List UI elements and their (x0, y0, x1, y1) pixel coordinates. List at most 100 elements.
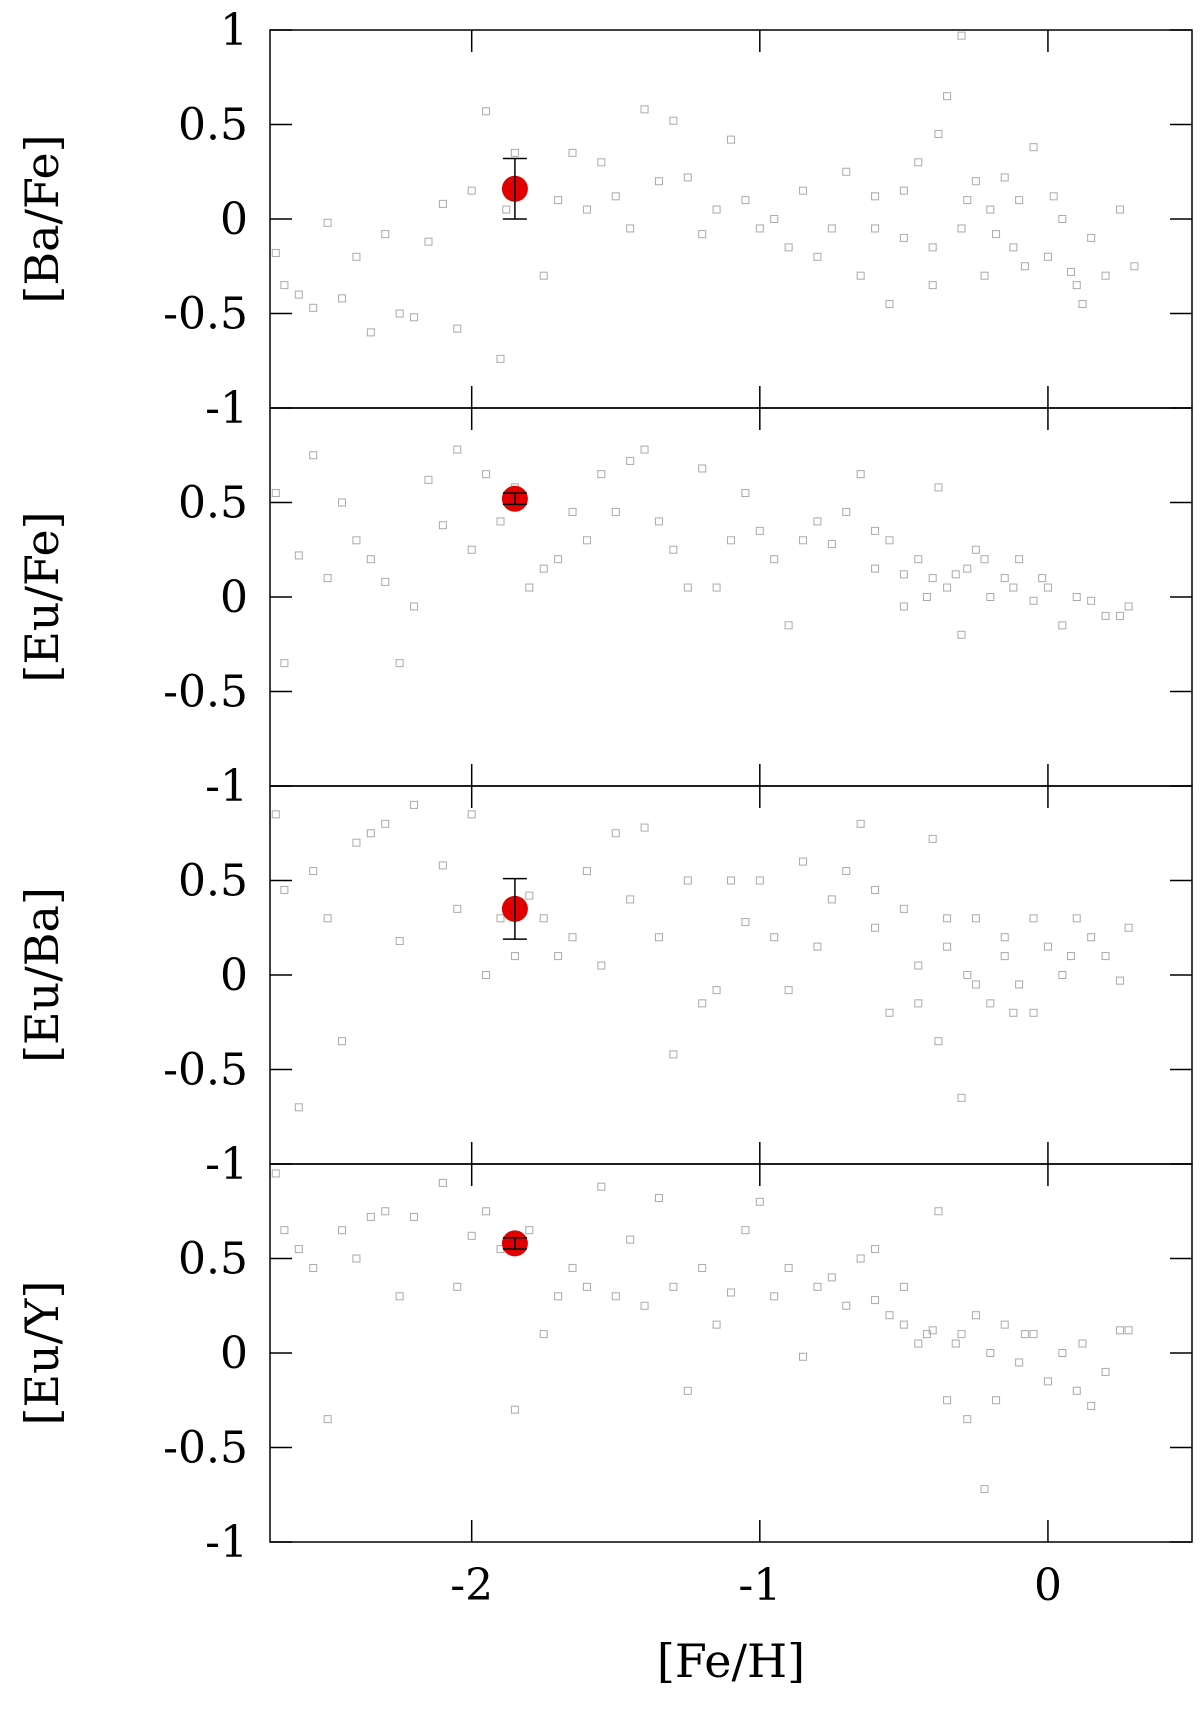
data-point (1066, 267, 1075, 276)
data-point (582, 1282, 591, 1291)
data-point (1058, 621, 1067, 630)
y-tick-label: 0.5 (178, 100, 248, 151)
data-point (784, 621, 793, 630)
y-tick-label: 0.5 (178, 856, 248, 907)
y-tick-label: -0.5 (163, 289, 248, 340)
y-tick-label: -0.5 (163, 1045, 248, 1096)
data-point (669, 1050, 678, 1059)
data-point (986, 205, 995, 214)
y-tick-label: 1 (220, 5, 248, 56)
data-point (971, 914, 980, 923)
data-point (914, 158, 923, 167)
y-axis-label: [Eu/Y] (15, 1281, 69, 1426)
data-point (467, 186, 476, 195)
data-point (856, 271, 865, 280)
data-point (928, 281, 937, 290)
data-point (963, 1415, 972, 1424)
y-tick-label: -1 (205, 383, 248, 434)
data-point (770, 933, 779, 942)
data-point (943, 1396, 952, 1405)
data-point (1087, 1401, 1096, 1410)
data-point (539, 914, 548, 923)
data-point (280, 281, 289, 290)
data-point (799, 1352, 808, 1361)
data-point (424, 237, 433, 246)
data-point (770, 1292, 779, 1301)
data-point (568, 148, 577, 157)
data-point (1043, 1377, 1052, 1386)
data-point (539, 564, 548, 573)
data-point (934, 1207, 943, 1216)
data-point (971, 980, 980, 989)
data-point (928, 834, 937, 843)
data-point (510, 1405, 519, 1414)
data-point (1043, 583, 1052, 592)
y-tick-label: 0.5 (178, 1234, 248, 1285)
data-point (467, 810, 476, 819)
data-point (842, 1301, 851, 1310)
data-point (410, 800, 419, 809)
data-point (963, 196, 972, 205)
y-tick-label: 0 (220, 1328, 248, 1379)
data-point (1000, 173, 1009, 182)
data-point (611, 507, 620, 516)
data-point (922, 593, 931, 601)
data-point (871, 1296, 880, 1305)
data-point (1038, 574, 1047, 583)
data-point (1043, 942, 1052, 951)
data-point (280, 659, 289, 668)
data-point (784, 986, 793, 995)
data-point (381, 577, 390, 586)
data-point (683, 876, 692, 885)
panel-frame (269, 1163, 1193, 1543)
data-point (951, 1339, 960, 1348)
data-point (922, 1330, 931, 1339)
data-point (683, 173, 692, 182)
data-point (438, 199, 447, 208)
data-point (381, 1207, 390, 1216)
data-point (1124, 923, 1133, 932)
data-point (539, 1330, 548, 1339)
data-point (1124, 602, 1133, 611)
data-point (395, 659, 404, 668)
data-point (1020, 1330, 1029, 1339)
data-point (698, 230, 707, 239)
data-point (496, 914, 505, 923)
data-point (1000, 933, 1009, 942)
y-tick-label: 0 (220, 950, 248, 1001)
data-point (482, 470, 491, 479)
data-point (813, 942, 822, 951)
data-point (957, 224, 966, 233)
data-point (669, 116, 678, 125)
data-point (525, 1226, 534, 1235)
data-point (899, 570, 908, 579)
data-point (502, 205, 511, 214)
data-point (799, 536, 808, 545)
data-point (741, 489, 750, 498)
data-point (683, 1386, 692, 1395)
data-point (271, 1169, 280, 1178)
data-point (381, 819, 390, 828)
data-point (1029, 596, 1038, 605)
data-point (1000, 952, 1009, 961)
data-point (323, 574, 332, 583)
data-point (1101, 952, 1110, 961)
data-point (827, 540, 836, 549)
x-tick-label: -2 (450, 1560, 493, 1611)
data-point (568, 933, 577, 942)
data-point (1049, 192, 1058, 201)
data-point (1078, 1339, 1087, 1348)
data-point (957, 1093, 966, 1102)
data-point (1072, 281, 1081, 290)
data-point (698, 464, 707, 473)
data-point (856, 470, 865, 479)
data-point (323, 218, 332, 227)
data-point (626, 224, 635, 233)
data-point (741, 918, 750, 927)
data-point (992, 1396, 1001, 1405)
data-point (698, 999, 707, 1008)
data-point (294, 551, 303, 560)
data-point (366, 829, 375, 838)
data-point (784, 1263, 793, 1272)
data-point (410, 1212, 419, 1221)
